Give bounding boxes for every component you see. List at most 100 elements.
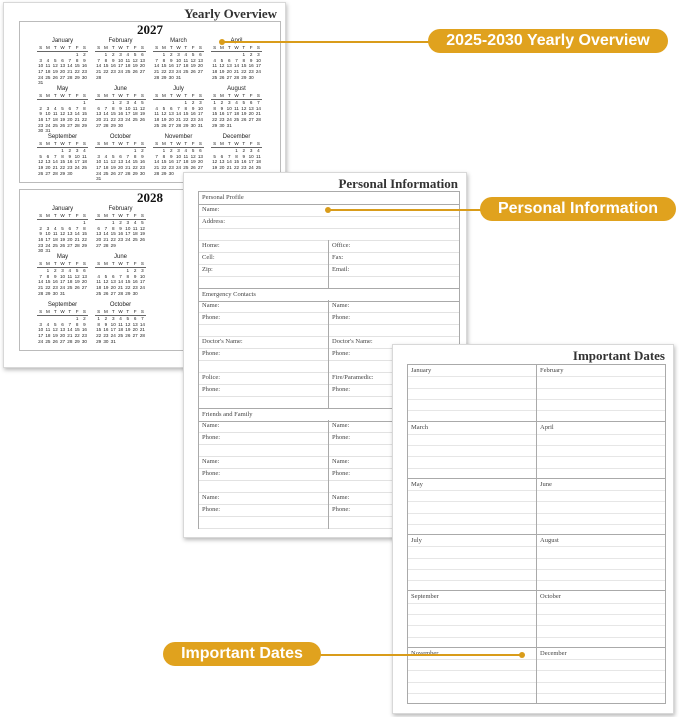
day-cell: 28 (67, 74, 73, 80)
day-cell: 5 (191, 52, 195, 58)
callout-leader-line (222, 41, 432, 43)
month-name: September (47, 302, 78, 308)
weekday-label: W (116, 213, 125, 220)
weekday-label: W (58, 309, 67, 316)
day-cell: 19 (59, 116, 66, 122)
day-cell: 24 (255, 68, 261, 74)
day-cell: 12 (190, 153, 196, 159)
day-cell: 24 (139, 284, 145, 290)
day-cell: 22 (132, 164, 138, 170)
day-cell: 21 (226, 164, 232, 170)
day-cell: 22 (161, 68, 167, 74)
day-cell: 10 (38, 327, 44, 333)
writing-line (408, 456, 536, 458)
day-cell: 1 (133, 148, 137, 154)
month-name: October (109, 134, 132, 140)
writing-line (408, 444, 536, 446)
weekday-label: W (116, 45, 125, 52)
weekday-label: T (167, 141, 175, 148)
writing-line (408, 387, 536, 389)
day-cell: 25 (255, 164, 261, 170)
day-cell: 9 (220, 105, 224, 111)
form-row (199, 324, 459, 337)
day-cell: 4 (184, 52, 188, 58)
weekday-label: T (124, 309, 132, 316)
weekday-label: T (124, 45, 132, 52)
year-title: 2027 (137, 22, 163, 37)
weekday-label: M (102, 93, 110, 100)
day-cell: 3 (199, 100, 202, 106)
day-cell: 18 (52, 116, 58, 122)
day-cell: 19 (125, 327, 131, 333)
day-cell: 7 (235, 57, 238, 63)
day-cell: 16 (117, 111, 124, 117)
form-row: Home: Office: (199, 240, 459, 253)
month-calendar: July S M T W T F S 1 2 3 4 5 6 7 8 9 10 11 12 13 14 15 16 17 18 19… (153, 86, 205, 128)
day-cell: 7 (119, 273, 122, 279)
weekday-label: S (80, 45, 89, 52)
weekday-label: M (44, 213, 52, 220)
day-cell: 14 (96, 63, 102, 69)
month-calendar: December S M T W T F S 1 2 3 4 5 6 7 8 9 10 11 12 13 14 15 16 17… (211, 134, 263, 176)
day-cell: 1 (126, 268, 130, 274)
day-cell: 15 (103, 63, 109, 69)
weekday-label: W (58, 93, 67, 100)
day-cell: 11 (256, 153, 261, 159)
month-section: July (408, 534, 536, 591)
writing-line (537, 602, 665, 604)
day-cell: 16 (132, 279, 138, 285)
day-cell: 23 (110, 68, 116, 74)
day-cell: 13 (45, 159, 51, 165)
month-label: December (540, 649, 567, 657)
day-cell: 26 (103, 290, 109, 296)
day-cell: 4 (46, 57, 50, 63)
weekday-label: W (232, 141, 241, 148)
day-cell: 10 (197, 105, 203, 111)
day-cell: 26 (52, 74, 58, 80)
weekday-label: F (73, 141, 81, 148)
day-cell: 26 (139, 116, 145, 122)
day-cell: 8 (46, 273, 50, 279)
day-cell: 29 (241, 74, 247, 80)
weekday-label: T (51, 45, 59, 52)
column-divider (328, 300, 329, 313)
day-cell: 8 (83, 225, 86, 231)
day-cell: 5 (104, 273, 108, 279)
weekday-label: S (37, 309, 45, 316)
weekday-label: M (44, 93, 52, 100)
day-cell: 18 (125, 63, 131, 69)
form-row (199, 444, 459, 457)
column-divider (328, 384, 329, 397)
day-grid: S M T W T F S 1 2 3 4 5 6 7 8 9 10 11 12 13 14 15 16 17 18 19 20 21… (37, 141, 89, 176)
day-cell: 2 (53, 268, 57, 274)
day-cell: 13 (248, 105, 254, 111)
day-cell: 16 (190, 111, 196, 117)
weekday-label: T (51, 141, 59, 148)
form-row: Name: Name: (199, 420, 459, 433)
weekday-label: T (66, 45, 74, 52)
weekday-label: T (124, 93, 132, 100)
day-cell: 9 (249, 57, 253, 63)
day-cell: 1 (104, 52, 108, 58)
day-cell: 17 (59, 279, 66, 285)
day-cell: 23 (219, 116, 225, 122)
month-name: June (113, 86, 127, 92)
writing-line (408, 681, 536, 683)
writing-line (537, 523, 665, 525)
day-cell: 15 (74, 327, 80, 333)
month-calendar: February S M T W T F S 1 2 3 4 5 6 7 8 9 10 11 12 13 14 15 16 17… (95, 206, 147, 248)
day-cell: 10 (117, 57, 124, 63)
column-divider (328, 456, 329, 469)
month-calendar: January S M T W T F S 1 2 3 4 5 6 7 8 9 10 11 12 13 14 15 16 17 1… (37, 206, 89, 254)
callout-leader-line (328, 209, 484, 211)
day-cell: 27 (45, 170, 51, 176)
day-cell: 28 (74, 242, 80, 248)
day-cell: 4 (126, 52, 130, 58)
day-cell: 2 (68, 148, 72, 154)
field-label: Fire/Paramedic: (332, 374, 374, 381)
weekday-label: S (138, 213, 147, 220)
weekday-label: F (73, 309, 81, 316)
callout-important-dates: Important Dates (163, 642, 321, 666)
day-cell: 9 (141, 153, 144, 159)
day-cell: 6 (61, 321, 64, 327)
